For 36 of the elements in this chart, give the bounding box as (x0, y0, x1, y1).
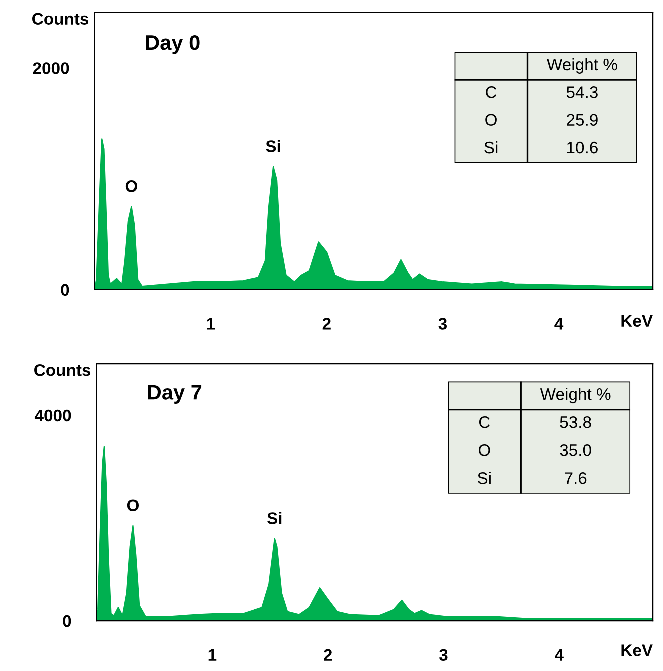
data-label: 53.8 (560, 416, 592, 428)
text: Weight % (540, 388, 611, 404)
y-axis-title: Counts (34, 364, 91, 376)
x-tick-label: 1 (207, 318, 216, 330)
x-tick-label: 4 (555, 649, 564, 661)
annotation: O (127, 500, 140, 512)
annotation: O (126, 180, 138, 192)
x-tick-label: 1 (208, 649, 217, 661)
category-label: Si (484, 141, 498, 154)
x-tick-label: 4 (554, 318, 564, 330)
y-axis-title: Counts (32, 13, 89, 25)
x-tick-label: 3 (439, 649, 448, 662)
category-label: O (478, 444, 490, 456)
category-label: C (479, 416, 490, 428)
text: Weight % (547, 58, 618, 74)
text: Day 7 (148, 385, 202, 404)
category-label: O (486, 114, 497, 126)
category-label: Si (478, 472, 491, 484)
data-label: 54.3 (566, 86, 598, 98)
y-tick-label: 2000 (33, 62, 70, 74)
data-label: 25.9 (567, 114, 598, 126)
data-label: 35.0 (560, 444, 592, 456)
annotation: Si (268, 512, 282, 524)
x-axis-title: KeV (622, 644, 653, 656)
x-tick-label: 2 (324, 649, 332, 661)
y-tick-label: 0 (63, 615, 72, 628)
category-label: C (486, 86, 497, 98)
annotation: Si (266, 140, 280, 152)
y-tick-label: 4000 (34, 410, 72, 422)
x-axis-title: KeV (622, 315, 653, 328)
x-tick-label: 2 (322, 318, 331, 330)
x-tick-label: 3 (438, 318, 448, 330)
text: Day 0 (146, 35, 200, 54)
data-label: 10.6 (568, 142, 598, 154)
y-tick-label: 0 (61, 284, 70, 296)
data-label: 7.6 (565, 472, 587, 484)
